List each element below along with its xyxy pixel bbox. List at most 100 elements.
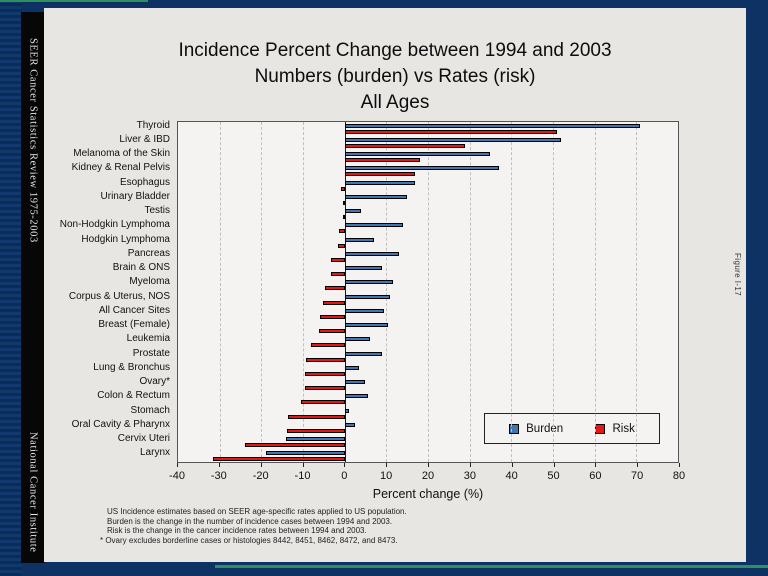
slide: Incidence Percent Change between 1994 an… — [44, 8, 746, 562]
footnote-line: * Ovary excludes borderline cases or his… — [100, 536, 398, 546]
risk-bar — [339, 229, 345, 234]
footnotes: US Incidence estimates based on SEER age… — [100, 507, 407, 546]
category-label: Prostate — [132, 347, 170, 359]
tick-mark — [595, 463, 597, 467]
risk-bar — [311, 343, 345, 348]
category-axis-labels: Thyroid Liver & IBD Melanoma of the Skin Ki… — [44, 120, 174, 463]
risk-bar — [213, 457, 345, 462]
risk-bar — [287, 414, 345, 419]
category-label: Melanoma of the Skin — [73, 148, 170, 160]
burden-bar — [344, 137, 562, 142]
tick-label: 30 — [463, 470, 476, 482]
category-label: Non-Hodgkin Lymphoma — [59, 219, 170, 231]
burden-bar — [344, 422, 356, 427]
zero-line — [344, 122, 346, 462]
category-label: Larynx — [139, 447, 170, 459]
legend-item-risk: Risk — [595, 422, 635, 435]
category-label: Pancreas — [127, 247, 170, 259]
gridline — [594, 122, 596, 462]
burden-bar — [344, 266, 383, 271]
risk-bar — [304, 386, 345, 391]
category-label: Brain & ONS — [112, 262, 170, 274]
tick-mark — [386, 463, 388, 467]
category-label: Liver & IBD — [119, 133, 170, 145]
burden-bar — [344, 166, 499, 171]
tick-mark — [511, 463, 513, 467]
risk-bar — [325, 286, 345, 291]
gridline — [386, 122, 388, 462]
tick-mark — [302, 463, 304, 467]
burden-bar — [286, 437, 345, 442]
burden-bar — [344, 380, 366, 385]
gridline — [219, 122, 221, 462]
burden-bar — [344, 365, 360, 370]
burden-bar — [344, 194, 408, 199]
burden-bar — [344, 351, 383, 356]
risk-bar — [305, 371, 345, 376]
gridline — [469, 122, 471, 462]
risk-bar — [322, 300, 345, 305]
sidebar-institute: National Cancer Institute — [27, 432, 39, 553]
gridline — [428, 122, 429, 462]
footnote-line: US Incidence estimates based on SEER age… — [107, 507, 407, 516]
risk-bar — [330, 257, 345, 262]
risk-bar — [330, 272, 345, 277]
tick-mark — [553, 463, 555, 467]
gridline — [261, 122, 263, 462]
sidebar-strip: SEER Cancer Statistics Review 1975-2003 … — [21, 12, 45, 563]
tick-mark — [260, 463, 262, 467]
burden-bar — [344, 280, 393, 285]
legend-label-burden: Burden — [526, 422, 564, 435]
tick-mark — [428, 463, 429, 467]
tick-label: 80 — [672, 470, 686, 482]
burden-bar — [344, 394, 368, 399]
tick-label: -40 — [169, 470, 185, 482]
gridline — [511, 122, 513, 462]
risk-bar — [342, 200, 345, 205]
category-label: All Cancer Sites — [98, 304, 170, 316]
risk-bar — [319, 329, 345, 334]
burden-bar — [344, 237, 374, 242]
tick-mark — [469, 463, 471, 467]
burden-bar — [344, 123, 641, 128]
gridline — [636, 122, 638, 462]
tick-label: 50 — [547, 470, 560, 482]
x-axis-title: Percent change (%) — [372, 487, 484, 501]
bottom-green-line — [215, 565, 768, 568]
gridline — [553, 122, 554, 462]
tick-mark — [344, 463, 346, 467]
title-line-2: Numbers (burden) vs Rates (risk) — [254, 66, 536, 87]
risk-bar — [344, 143, 466, 148]
burden-bar — [344, 209, 362, 214]
category-label: Urinary Bladder — [100, 190, 170, 202]
tick-mark — [637, 463, 639, 467]
burden-bar — [265, 451, 345, 456]
risk-bar — [337, 243, 345, 248]
plot-area: Burden Risk — [177, 121, 679, 463]
tick-label: 70 — [631, 470, 644, 482]
tick-label: 60 — [589, 470, 602, 482]
legend-item-burden: Burden — [509, 423, 563, 435]
category-label: Stomach — [130, 404, 170, 416]
title-line-1: Incidence Percent Change between 1994 an… — [178, 40, 612, 61]
category-label: Myeloma — [129, 276, 170, 288]
category-label: Oral Cavity & Pharynx — [71, 418, 170, 430]
risk-bar — [305, 357, 345, 362]
burden-bar — [344, 152, 491, 157]
risk-bar — [344, 158, 420, 163]
tick-label: 20 — [421, 470, 435, 482]
risk-bar — [344, 129, 558, 134]
burden-swatch-icon — [509, 423, 520, 434]
category-label: Lung & Bronchus — [93, 361, 170, 373]
category-label: Breast (Female) — [98, 319, 170, 331]
burden-bar — [344, 408, 349, 413]
burden-bar — [344, 223, 403, 228]
risk-bar — [319, 314, 345, 319]
category-label: Leukemia — [126, 333, 170, 345]
sidebar-series-title: SEER Cancer Statistics Review 1975-2003 — [27, 38, 39, 243]
legend-label-risk: Risk — [612, 422, 635, 435]
tick-label: -30 — [210, 470, 227, 482]
risk-bar — [244, 443, 345, 448]
burden-bar — [344, 294, 391, 299]
tick-mark — [679, 463, 680, 467]
